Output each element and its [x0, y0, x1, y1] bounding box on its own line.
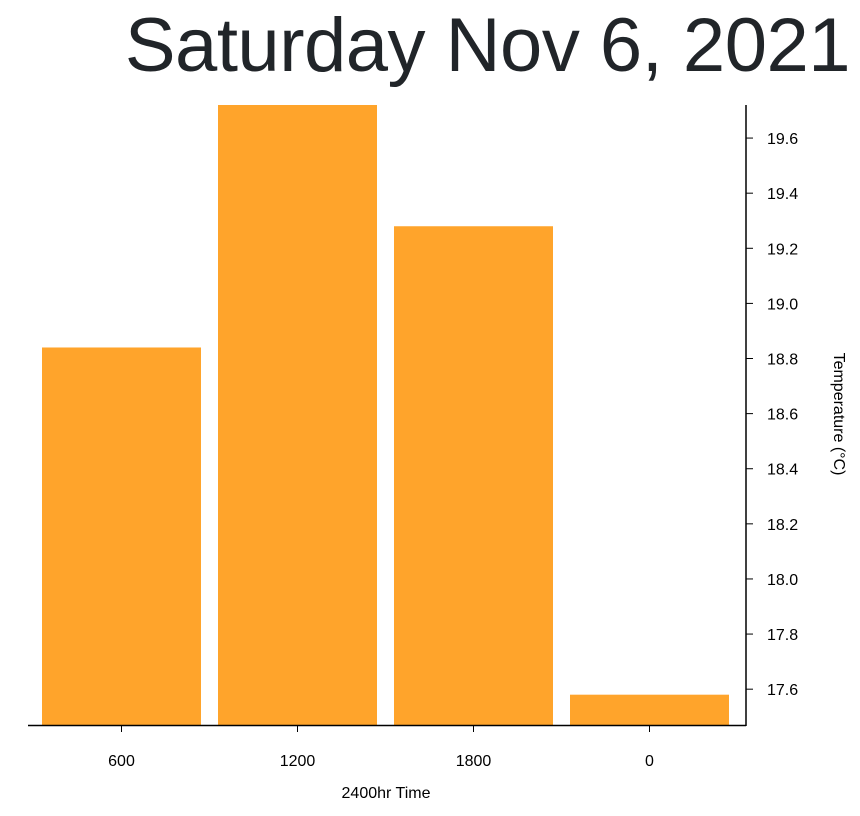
y-tick-label: 19.6 — [767, 131, 798, 148]
x-axis-label: 2400hr Time — [342, 785, 431, 802]
x-tick-label: 0 — [645, 753, 654, 770]
y-tick-label: 17.8 — [767, 627, 798, 644]
y-tick-label: 17.6 — [767, 682, 798, 699]
bars-group — [42, 105, 729, 725]
x-tick-label: 600 — [108, 753, 135, 770]
x-tick-label: 1800 — [456, 753, 492, 770]
y-tick-label: 19.4 — [767, 186, 798, 203]
y-axis-ticks: 17.6 17.8 18.0 18.2 18.4 18.6 18.8 19.0 19.2 19.4… — [746, 131, 798, 699]
bar-600 — [42, 347, 201, 725]
y-tick-label: 18.6 — [767, 407, 798, 424]
bar-0 — [570, 694, 729, 725]
bar-1200 — [218, 105, 377, 725]
y-tick-label: 19.0 — [767, 296, 798, 313]
y-tick-label: 18.0 — [767, 572, 798, 589]
x-axis-ticks: 600 1200 1800 0 — [108, 725, 654, 770]
x-tick-label: 1200 — [280, 753, 316, 770]
page-title: Saturday Nov 6, 2021 — [124, 3, 851, 88]
y-tick-label: 19.2 — [767, 241, 798, 258]
bar-1800 — [394, 226, 553, 725]
y-axis-label: Temperature (°C) — [830, 353, 847, 476]
y-tick-label: 18.8 — [767, 352, 798, 369]
y-tick-label: 18.2 — [767, 517, 798, 534]
y-tick-label: 18.4 — [767, 462, 798, 479]
